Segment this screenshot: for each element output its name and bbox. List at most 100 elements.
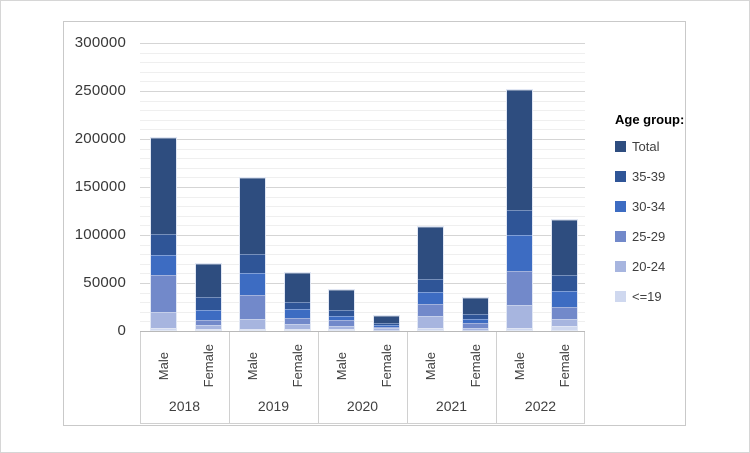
year-label: 2021 — [435, 398, 468, 414]
bar-segment-total — [285, 273, 310, 302]
legend-item-total: Total — [615, 138, 687, 154]
legend-label: 35-39 — [632, 168, 666, 184]
gridline-minor — [140, 196, 585, 198]
bar-segment-25-29 — [418, 304, 443, 317]
gridline-minor — [140, 215, 585, 217]
bar-segment-25-29 — [507, 271, 532, 306]
bar-segment-30-34 — [151, 254, 176, 276]
bar-segment-35-39 — [463, 314, 488, 319]
category-label-text: Male — [423, 351, 438, 381]
category-separator — [229, 332, 230, 423]
bar-segment-35-39 — [151, 234, 176, 255]
category-separator — [140, 332, 141, 423]
legend-item-25-29: 25-29 — [615, 228, 687, 244]
bar-segment-total — [507, 90, 532, 211]
bar-segment-35-39 — [240, 254, 265, 274]
y-tick-label: 0 — [117, 322, 126, 339]
bar-segment-30-34 — [285, 309, 310, 318]
gridline-minor — [140, 100, 585, 102]
legend-swatch-le-19 — [615, 290, 626, 302]
category-label-male: Male — [328, 337, 355, 395]
bar-segment-35-39 — [507, 210, 532, 235]
gridline-minor — [140, 292, 585, 294]
bar-2021-male — [417, 226, 444, 331]
category-label-text: Male — [512, 351, 527, 381]
bar-segment-30-34 — [463, 319, 488, 324]
bar-segment-30-34 — [418, 292, 443, 305]
bar-segment-le-19 — [552, 326, 577, 330]
bar-2020-female — [373, 314, 400, 331]
gridline-minor — [140, 206, 585, 208]
gridline-major — [140, 187, 585, 188]
category-label-text: Female — [557, 344, 572, 388]
bar-segment-25-29 — [463, 323, 488, 328]
bar-segment-30-34 — [240, 273, 265, 295]
bar-segment-35-39 — [552, 274, 577, 292]
category-label-female: Female — [462, 337, 489, 395]
gridline-major — [140, 43, 585, 44]
bar-segment-20-24 — [240, 319, 265, 330]
bar-2019-female — [284, 272, 311, 331]
legend-label: 30-34 — [632, 198, 666, 214]
category-separator — [584, 332, 585, 423]
bar-segment-25-29 — [329, 320, 354, 327]
bar-segment-total — [418, 227, 443, 279]
bar-2020-male — [328, 288, 355, 331]
gridline-minor — [140, 158, 585, 160]
year-label: 2020 — [346, 398, 379, 414]
gridline-minor — [140, 273, 585, 275]
bar-segment-30-34 — [552, 291, 577, 307]
bar-segment-20-24 — [552, 319, 577, 327]
gridline-minor — [140, 177, 585, 179]
gridline-minor — [140, 129, 585, 131]
gridline-major — [140, 91, 585, 92]
category-label-text: Female — [379, 344, 394, 388]
legend-label: Total — [632, 138, 660, 154]
bar-segment-le-19 — [151, 328, 176, 330]
category-separator — [407, 332, 408, 423]
bar-segment-total — [374, 315, 399, 323]
gridline-minor — [140, 81, 585, 83]
bar-segment-30-34 — [329, 315, 354, 321]
legend-label: 25-29 — [632, 228, 666, 244]
category-label-female: Female — [373, 337, 400, 395]
category-label-text: Female — [468, 344, 483, 388]
category-label-female: Female — [551, 337, 578, 395]
gridline-minor — [140, 110, 585, 112]
bar-segment-20-24 — [463, 327, 488, 330]
bar-segment-total — [552, 219, 577, 275]
category-separator — [496, 332, 497, 423]
bar-2021-female — [462, 297, 489, 331]
gridline-minor — [140, 244, 585, 246]
y-tick-label: 300000 — [74, 34, 126, 51]
category-label-text: Female — [290, 344, 305, 388]
bar-segment-20-24 — [418, 316, 443, 328]
legend-swatch-35-39 — [615, 170, 626, 182]
category-label-text: Female — [201, 344, 216, 388]
category-label-female: Female — [284, 337, 311, 395]
category-label-male: Male — [506, 337, 533, 395]
bar-segment-30-34 — [374, 324, 399, 327]
legend-item-le-19: <=19 — [615, 289, 687, 304]
gridline-major — [140, 139, 585, 140]
bar-segment-total — [196, 263, 221, 297]
bar-2022-male — [506, 89, 533, 331]
bar-segment-total — [463, 298, 488, 315]
category-label-text: Male — [156, 351, 171, 381]
category-label-male: Male — [239, 337, 266, 395]
chart-container: 300000 250000 200000 150000 100000 50000 0 Mal… — [63, 21, 686, 426]
gridline-minor — [140, 225, 585, 227]
bar-segment-35-39 — [196, 296, 221, 311]
bar-segment-total — [329, 289, 354, 310]
bar-2019-male — [239, 177, 266, 331]
bar-segment-20-24 — [374, 328, 399, 330]
legend-item-20-24: 20-24 — [615, 259, 687, 274]
bar-segment-20-24 — [151, 311, 176, 329]
bar-segment-30-34 — [507, 235, 532, 272]
bar-segment-25-29 — [196, 320, 221, 326]
category-label-male: Male — [150, 337, 177, 395]
bar-segment-35-39 — [285, 301, 310, 310]
gridline-minor — [140, 311, 585, 313]
category-label-male: Male — [417, 337, 444, 395]
